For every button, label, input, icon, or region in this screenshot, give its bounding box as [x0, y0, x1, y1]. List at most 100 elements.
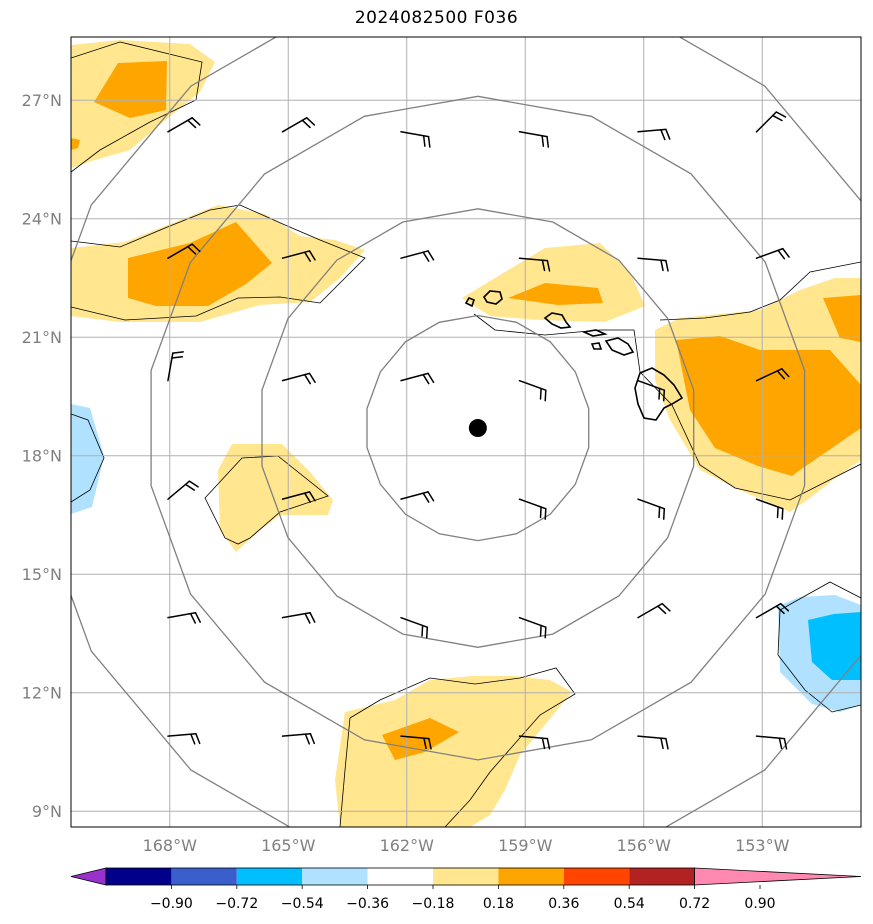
contour-line — [204, 455, 329, 545]
latitude-tick-label: 18°N — [22, 447, 62, 466]
anomaly-region — [382, 718, 459, 760]
anomaly-fill-layer — [71, 40, 861, 827]
contour-line — [339, 717, 351, 827]
contour-line — [473, 313, 861, 501]
anomaly-region — [823, 295, 861, 342]
colorbar-tick-label: −0.18 — [412, 896, 455, 912]
wind-barb — [755, 368, 790, 382]
wind-barb — [755, 111, 787, 133]
wind-barb — [400, 491, 435, 503]
wind-barb — [400, 131, 431, 148]
longitude-tick-label: 162°W — [380, 836, 435, 855]
colorbar-tick-label: 0.72 — [679, 896, 710, 912]
latitude-tick-label: 24°N — [22, 210, 62, 229]
anomaly-region — [462, 243, 645, 322]
wind-barb — [281, 732, 316, 745]
island-coastline — [581, 329, 608, 337]
wind-barb-layer — [167, 111, 790, 750]
axis-labels: 168°W 165°W 162°W 159°W 156°W 153°W 9°N 12°N 15°… — [22, 91, 790, 855]
colorbar-segment — [563, 868, 630, 885]
latitude-tick-label: 9°N — [32, 802, 62, 821]
colorbar-segment — [433, 868, 499, 885]
wind-barb — [637, 379, 666, 402]
colorbar-tick-label: −0.72 — [215, 896, 258, 912]
colorbar-segment — [236, 868, 303, 885]
wind-barb — [637, 128, 671, 141]
wind-barb — [281, 491, 316, 503]
anomaly-region — [71, 404, 104, 514]
latitude-tick-label: 27°N — [22, 91, 62, 110]
contour-line — [659, 261, 861, 321]
wind-barb — [281, 372, 316, 385]
longitude-tick-label: 153°W — [735, 836, 790, 855]
range-ring — [150, 95, 806, 761]
colorbar-tick-label: 0.54 — [614, 896, 645, 912]
wind-barb — [400, 372, 435, 385]
island-coastline — [464, 297, 475, 308]
wind-barb — [518, 257, 551, 272]
island-coastline — [634, 367, 684, 421]
wind-barb — [518, 735, 551, 750]
colorbar-outline — [105, 867, 695, 886]
anomaly-region — [71, 138, 80, 150]
colorbar: −0.90 −0.72 −0.54 −0.36 −0.18 0.18 0.36 0.54 0.7… — [70, 867, 862, 912]
wind-barb — [755, 247, 790, 260]
wind-barb — [281, 250, 316, 262]
colorbar-tick-label: −0.54 — [281, 896, 324, 912]
island-coastline — [543, 312, 572, 329]
colorbar-tick-label: −0.36 — [346, 896, 389, 912]
wind-barb — [167, 243, 201, 259]
wind-barb — [167, 351, 184, 382]
contour-line — [71, 413, 105, 503]
wind-barb — [281, 612, 316, 624]
wind-barb — [400, 735, 432, 750]
island-coastline — [482, 290, 503, 305]
colorbar-tick-label: 0.90 — [744, 896, 775, 912]
colorbar-tick-label: 0.18 — [483, 896, 514, 912]
wind-barb — [167, 612, 201, 624]
anomaly-region — [94, 61, 167, 118]
latitude-tick-label: 21°N — [22, 328, 62, 347]
wind-barb — [755, 602, 790, 619]
colorbar-segment — [629, 868, 695, 885]
range-ring — [261, 208, 695, 648]
longitude-tick-label: 159°W — [498, 836, 553, 855]
wind-barb — [167, 732, 201, 745]
island-coastline — [590, 342, 603, 350]
contour-line — [71, 204, 366, 321]
longitude-tick-label: 168°W — [143, 836, 198, 855]
wind-barb — [637, 257, 669, 272]
colorbar-segment — [171, 868, 237, 885]
wind-barb — [518, 498, 547, 520]
map-title: 2024082500 F036 — [354, 8, 519, 28]
wind-barb — [755, 498, 784, 520]
anomaly-region — [128, 222, 272, 306]
colorbar-segment — [106, 868, 172, 885]
wind-barb — [518, 131, 550, 148]
contour-line — [777, 581, 861, 713]
anomaly-region — [218, 444, 333, 552]
colorbar-tick-label: 0.36 — [548, 896, 579, 912]
latitude-tick-label: 12°N — [22, 684, 62, 703]
longitude-tick-label: 165°W — [261, 836, 316, 855]
colorbar-tick-label: −0.90 — [150, 896, 193, 912]
wind-barb — [518, 379, 547, 402]
latitude-tick-label: 15°N — [22, 565, 62, 584]
anomaly-region — [335, 676, 572, 827]
range-rings — [71, 37, 861, 827]
map-frame — [70, 36, 862, 828]
range-ring — [71, 37, 861, 827]
range-ring — [366, 314, 590, 542]
longitude-tick-label: 156°W — [617, 836, 672, 855]
storm-center-marker — [468, 419, 487, 438]
wind-barb — [167, 117, 201, 133]
colorbar-extend-high — [694, 867, 862, 886]
map-area — [71, 37, 861, 827]
wind-barb — [518, 616, 547, 639]
anomaly-region — [808, 612, 861, 680]
anomaly-contour-layer — [71, 41, 861, 827]
wind-barb — [637, 602, 671, 619]
wind-barb — [755, 735, 788, 750]
wind-barb — [637, 498, 666, 520]
